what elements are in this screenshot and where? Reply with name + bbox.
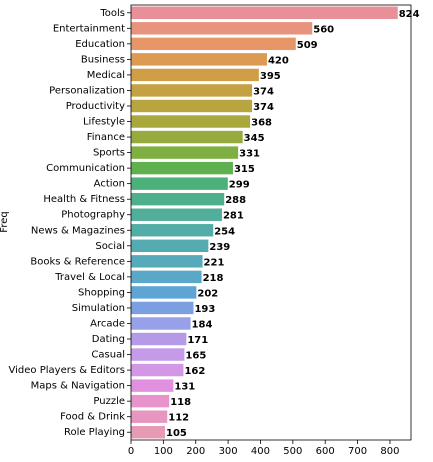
bar: [131, 99, 253, 113]
y-tick-label: Casual: [91, 350, 125, 361]
bar: [131, 301, 194, 315]
y-axis-label: Freq: [0, 211, 10, 232]
value-label: 118: [170, 397, 191, 408]
bar: [131, 426, 165, 439]
bar: [131, 6, 398, 19]
y-tick-label: Productivity: [66, 101, 125, 112]
value-label: 193: [194, 304, 215, 315]
value-label: 374: [253, 86, 274, 97]
y-tick-label: Video Players & Editors: [9, 365, 125, 376]
bar: [131, 37, 296, 51]
bar: [131, 146, 239, 159]
bar: [131, 224, 214, 237]
value-label: 218: [203, 273, 224, 284]
bar: [131, 317, 191, 330]
plot-frame: [130, 4, 412, 441]
value-label: 131: [174, 382, 195, 393]
bar: [131, 192, 225, 206]
x-tick-label: 700: [348, 446, 367, 457]
y-tick-label: Lifestyle: [83, 117, 125, 128]
y-tick-label: Role Playing: [64, 427, 125, 438]
bar: [131, 363, 184, 377]
y-tick-label: Shopping: [78, 287, 125, 298]
y-tick-label: Social: [95, 241, 125, 252]
x-tick-label: 0: [128, 446, 134, 457]
value-label: 105: [166, 428, 187, 439]
y-tick-label: Education: [75, 39, 125, 50]
y-tick-label: Medical: [87, 70, 125, 81]
value-label: 299: [229, 180, 250, 191]
value-label: 184: [192, 319, 213, 330]
bar: [131, 53, 267, 66]
bar: [131, 177, 228, 190]
y-tick-label: Maps & Navigation: [31, 381, 125, 392]
y-tick-label: Travel & Local: [54, 272, 125, 283]
bar: [131, 84, 253, 97]
y-tick-label: Puzzle: [93, 396, 125, 407]
value-label: 560: [313, 24, 334, 35]
bar: [131, 348, 185, 361]
y-tick-label: News & Magazines: [31, 225, 125, 236]
value-label: 162: [184, 366, 205, 377]
y-tick-label: Dating: [92, 334, 125, 345]
y-tick-label: Tools: [99, 8, 125, 19]
value-label: 395: [260, 71, 281, 82]
value-label: 374: [253, 102, 274, 113]
x-tick-label: 800: [380, 446, 399, 457]
bar: [131, 270, 202, 284]
x-tick-label: 100: [154, 446, 173, 457]
x-tick-label: 400: [251, 446, 270, 457]
bar: [131, 130, 243, 144]
y-tick-label: Business: [81, 54, 125, 65]
y-tick-label: Health & Fitness: [43, 194, 125, 205]
bar: [131, 332, 187, 346]
value-label: 239: [209, 242, 230, 253]
y-tick-label: Finance: [87, 132, 125, 143]
y-tick-label: Sports: [93, 148, 125, 159]
bar: [131, 255, 203, 268]
value-label: 509: [297, 40, 318, 51]
y-tick-label: Food & Drink: [60, 412, 125, 423]
y-tick-label: Communication: [46, 163, 125, 174]
y-tick-label: Arcade: [90, 318, 125, 329]
y-tick-label: Entertainment: [53, 23, 125, 34]
y-tick-label: Photography: [61, 210, 125, 221]
y-tick-label: Action: [94, 179, 125, 190]
value-label: 254: [214, 226, 235, 237]
value-label: 315: [234, 164, 255, 175]
value-label: 331: [239, 149, 260, 160]
value-label: 202: [197, 288, 218, 299]
bar: [131, 394, 170, 408]
x-tick-label: 200: [186, 446, 205, 457]
x-tick-label: 600: [316, 446, 335, 457]
value-label: 165: [185, 351, 206, 362]
bar: [131, 68, 259, 82]
y-tick-label: Books & Reference: [30, 256, 125, 267]
value-label: 288: [225, 195, 246, 206]
x-tick-label: 500: [283, 446, 302, 457]
value-label: 221: [204, 257, 225, 268]
x-tick-label: 300: [219, 446, 238, 457]
bar: [131, 410, 168, 423]
bar: [131, 286, 197, 299]
y-tick-label: Personalization: [49, 85, 125, 96]
value-label: 420: [268, 55, 289, 66]
value-label: 171: [187, 335, 208, 346]
value-label: 281: [223, 211, 244, 222]
value-label: 368: [251, 118, 272, 129]
bar: [131, 208, 222, 221]
value-label: 345: [244, 133, 265, 144]
value-label: 112: [168, 413, 189, 424]
bar: [131, 115, 251, 128]
bar: [131, 379, 174, 392]
bar: [131, 239, 209, 253]
y-tick-label: Simulation: [72, 303, 125, 314]
value-label: 824: [399, 9, 420, 20]
bar: [131, 22, 313, 35]
bar: [131, 161, 233, 175]
